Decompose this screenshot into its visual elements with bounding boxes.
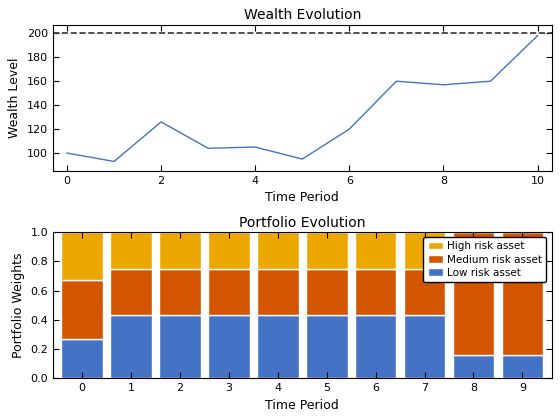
Legend: High risk asset, Medium risk asset, Low risk asset: High risk asset, Medium risk asset, Low … [423, 237, 547, 282]
Bar [306, 232, 348, 269]
Bar [502, 355, 543, 378]
Bar [110, 269, 152, 315]
Bar [159, 232, 201, 269]
Title: Wealth Evolution: Wealth Evolution [244, 8, 361, 22]
Y-axis label: Portfolio Weights: Portfolio Weights [12, 252, 25, 358]
Bar [355, 269, 396, 315]
Bar [355, 315, 396, 378]
Bar [159, 269, 201, 315]
Bar [208, 269, 250, 315]
Bar [452, 232, 494, 355]
Bar [110, 232, 152, 269]
Bar [257, 232, 298, 269]
Bar [404, 232, 445, 269]
Bar [502, 232, 543, 355]
Bar [110, 315, 152, 378]
Bar [208, 315, 250, 378]
Bar [62, 232, 103, 280]
Bar [257, 315, 298, 378]
X-axis label: Time Period: Time Period [265, 192, 339, 205]
Bar [404, 315, 445, 378]
Bar [208, 232, 250, 269]
Bar [62, 280, 103, 339]
Bar [355, 232, 396, 269]
Bar [159, 315, 201, 378]
Title: Portfolio Evolution: Portfolio Evolution [239, 215, 366, 230]
Bar [452, 355, 494, 378]
X-axis label: Time Period: Time Period [265, 399, 339, 412]
Bar [306, 315, 348, 378]
Bar [306, 269, 348, 315]
Y-axis label: Wealth Level: Wealth Level [8, 58, 21, 138]
Bar [62, 339, 103, 378]
Bar [257, 269, 298, 315]
Bar [404, 269, 445, 315]
